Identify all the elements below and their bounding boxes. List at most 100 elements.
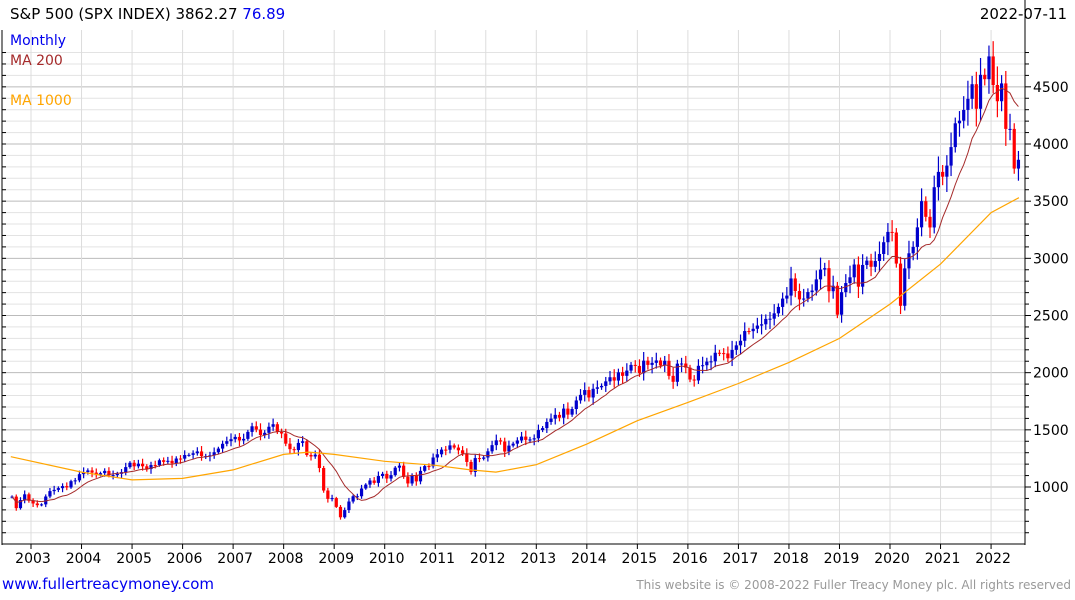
candle-up xyxy=(191,453,195,455)
candle-up xyxy=(347,501,351,511)
y-tick-label: 1000 xyxy=(1033,480,1069,496)
candle-up xyxy=(713,352,717,362)
candle-down xyxy=(65,486,69,488)
candle-up xyxy=(865,260,869,265)
candle-up xyxy=(435,454,439,458)
candle-up xyxy=(511,443,515,446)
candle-up xyxy=(802,298,806,300)
candle-down xyxy=(465,453,469,462)
candle-down xyxy=(793,278,797,292)
candle-up xyxy=(945,165,949,177)
candle-up xyxy=(886,231,890,243)
candle-up xyxy=(768,318,772,320)
candle-up xyxy=(743,331,747,341)
site-link[interactable]: www.fullertreacymoney.com xyxy=(2,575,215,593)
candle-up xyxy=(751,328,755,332)
candle-up xyxy=(376,476,380,483)
ma200-line xyxy=(11,87,1019,503)
candle-down xyxy=(658,360,663,366)
x-tick-label: 2017 xyxy=(723,551,759,567)
candle-down xyxy=(461,450,465,454)
candle-up xyxy=(1016,159,1021,169)
candle-up xyxy=(111,475,115,477)
candle-down xyxy=(427,466,431,468)
candle-up xyxy=(810,290,814,293)
candle-up xyxy=(919,201,924,228)
candle-down xyxy=(667,360,671,376)
candle-up xyxy=(861,264,865,287)
candle-up xyxy=(570,409,574,415)
y-tick-label: 4500 xyxy=(1033,80,1069,96)
candle-down xyxy=(35,503,39,506)
candle-up xyxy=(448,445,452,450)
candle-up xyxy=(490,445,494,452)
candle-up xyxy=(806,292,810,299)
candle-up xyxy=(271,424,275,427)
candle-down xyxy=(31,500,35,504)
candle-up xyxy=(115,473,119,476)
y-tick-label: 2500 xyxy=(1033,309,1069,325)
candle-up xyxy=(473,458,477,473)
x-tick-label: 2009 xyxy=(318,551,354,567)
candle-down xyxy=(237,436,242,441)
candle-up xyxy=(823,268,827,270)
candle-down xyxy=(338,506,343,518)
candle-up xyxy=(675,363,679,382)
x-tick-label: 2006 xyxy=(167,551,203,567)
candle-up xyxy=(966,98,970,110)
candle-up xyxy=(174,458,178,464)
candle-up xyxy=(903,268,907,306)
candle-up xyxy=(418,470,423,482)
candle-up xyxy=(625,370,629,376)
x-tick-label: 2022 xyxy=(975,551,1011,567)
candle-down xyxy=(456,447,460,451)
candle-up xyxy=(128,462,132,468)
candle-up xyxy=(532,438,536,440)
x-tick-label: 2019 xyxy=(824,551,860,567)
candle-up xyxy=(124,467,128,473)
candle-down xyxy=(153,465,157,467)
candle-down xyxy=(835,285,839,315)
x-tick-label: 2021 xyxy=(925,551,961,567)
candle-down xyxy=(444,449,448,451)
candle-up xyxy=(216,448,220,453)
candle-up xyxy=(250,426,254,432)
candle-up xyxy=(696,365,701,381)
candle-up xyxy=(56,488,60,490)
candle-up xyxy=(642,360,646,374)
candle-down xyxy=(334,498,338,507)
candle-up xyxy=(536,430,541,439)
candle-up xyxy=(877,253,882,261)
candle-up xyxy=(225,441,229,444)
candle-up xyxy=(591,388,595,398)
candle-down xyxy=(1004,83,1008,129)
y-tick-label: 4000 xyxy=(1033,137,1069,153)
x-tick-label: 2014 xyxy=(571,551,607,567)
copyright-text: This website is © 2008-2022 Fuller Treac… xyxy=(636,578,1071,592)
candle-down xyxy=(524,436,528,440)
candle-down xyxy=(284,433,288,444)
candle-up xyxy=(313,454,317,457)
candle-up xyxy=(44,496,48,505)
legend-ma200: MA 200 xyxy=(10,53,63,69)
candle-down xyxy=(633,364,637,366)
candle-up xyxy=(233,436,237,440)
y-tick-label: 2000 xyxy=(1033,366,1069,382)
candle-up xyxy=(549,418,553,422)
candle-up xyxy=(519,436,524,441)
candle-up xyxy=(776,306,781,314)
candle-up xyxy=(381,473,385,477)
candle-down xyxy=(637,365,642,374)
candle-up xyxy=(709,361,713,363)
candle-up xyxy=(86,470,90,473)
candle-down xyxy=(827,268,831,292)
candle-up xyxy=(562,408,566,418)
candle-down xyxy=(94,472,98,475)
candle-up xyxy=(195,451,199,454)
candle-up xyxy=(515,440,519,444)
candle-down xyxy=(317,454,322,469)
candle-down xyxy=(178,458,183,460)
candle-down xyxy=(991,56,995,86)
candle-up xyxy=(157,460,162,466)
